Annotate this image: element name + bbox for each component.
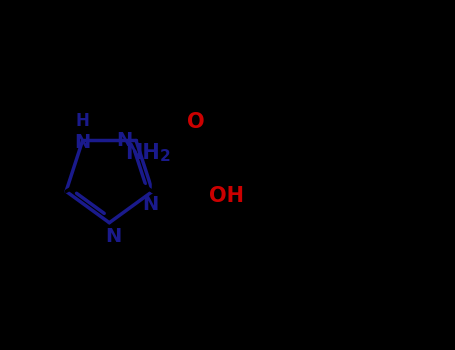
Text: NH: NH	[125, 143, 160, 163]
Text: O: O	[187, 112, 205, 132]
Text: N: N	[106, 227, 122, 246]
Text: 2: 2	[160, 149, 171, 164]
Text: H: H	[76, 112, 90, 130]
Text: N: N	[75, 133, 91, 152]
Text: N: N	[142, 195, 158, 215]
Text: N: N	[116, 131, 133, 150]
Text: OH: OH	[209, 186, 244, 206]
